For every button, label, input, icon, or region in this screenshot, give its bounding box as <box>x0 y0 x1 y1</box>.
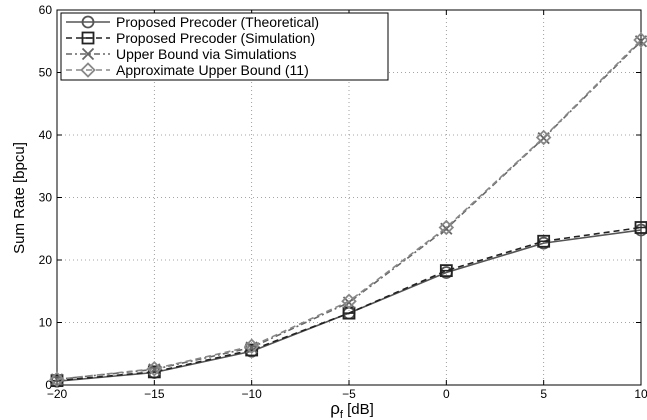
y-tick-label: 50 <box>39 66 53 80</box>
x-tick-label: 10 <box>634 387 647 401</box>
series-4 <box>49 32 647 388</box>
data-point <box>438 219 455 236</box>
x-tick-label: −20 <box>47 387 68 401</box>
x-axis-label-subscript: f <box>340 409 344 420</box>
y-tick-label: 60 <box>39 3 53 17</box>
y-tick-label: 40 <box>39 128 53 142</box>
data-point <box>146 360 163 377</box>
y-axis-label: Sum Rate [bpcu] <box>11 142 28 254</box>
axis-ticks: −20 −15 −10 −5 0 5 10 0 10 20 30 40 50 60 <box>39 3 647 401</box>
legend-label: Proposed Precoder (Simulation) <box>116 30 315 46</box>
legend-label: Proposed Precoder (Theoretical) <box>116 14 319 30</box>
x-axis-label: ρf [dB] <box>330 399 374 420</box>
legend-marker <box>81 31 95 45</box>
legend-entry-4: Approximate Upper Bound (11) <box>66 62 309 78</box>
x-tick-label: −10 <box>241 387 262 401</box>
legend-box <box>60 12 389 81</box>
legend-label: Upper Bound via Simulations <box>116 46 297 62</box>
data-point <box>341 293 357 310</box>
series-line <box>56 39 642 381</box>
legend: Proposed Precoder (Theoretical)Proposed … <box>60 12 389 81</box>
data-point <box>537 234 551 248</box>
y-tick-label: 30 <box>39 191 53 205</box>
y-tick-label: 0 <box>45 378 52 392</box>
legend-entry-3: Upper Bound via Simulations <box>66 46 297 62</box>
data-point <box>535 129 552 146</box>
x-tick-label: 5 <box>540 387 547 401</box>
x-axis-label-symbol: ρ <box>330 399 340 418</box>
x-tick-label: 0 <box>443 387 450 401</box>
legend-marker <box>80 62 96 78</box>
data-series <box>49 32 647 388</box>
x-tick-label: −15 <box>144 387 165 401</box>
x-tick-label: −5 <box>342 387 356 401</box>
legend-marker <box>81 15 95 29</box>
legend-marker <box>81 47 95 61</box>
y-tick-label: 20 <box>39 253 53 267</box>
y-tick-label: 10 <box>39 316 53 330</box>
legend-label: Approximate Upper Bound (11) <box>116 62 309 78</box>
data-point <box>49 371 65 388</box>
data-point <box>439 264 453 278</box>
x-axis-label-unit: [dB] <box>343 401 374 418</box>
data-point <box>633 32 647 48</box>
legend-entry-2: Proposed Precoder (Simulation) <box>66 30 315 46</box>
legend-entry-1: Proposed Precoder (Theoretical) <box>66 14 319 30</box>
data-point <box>243 338 260 355</box>
